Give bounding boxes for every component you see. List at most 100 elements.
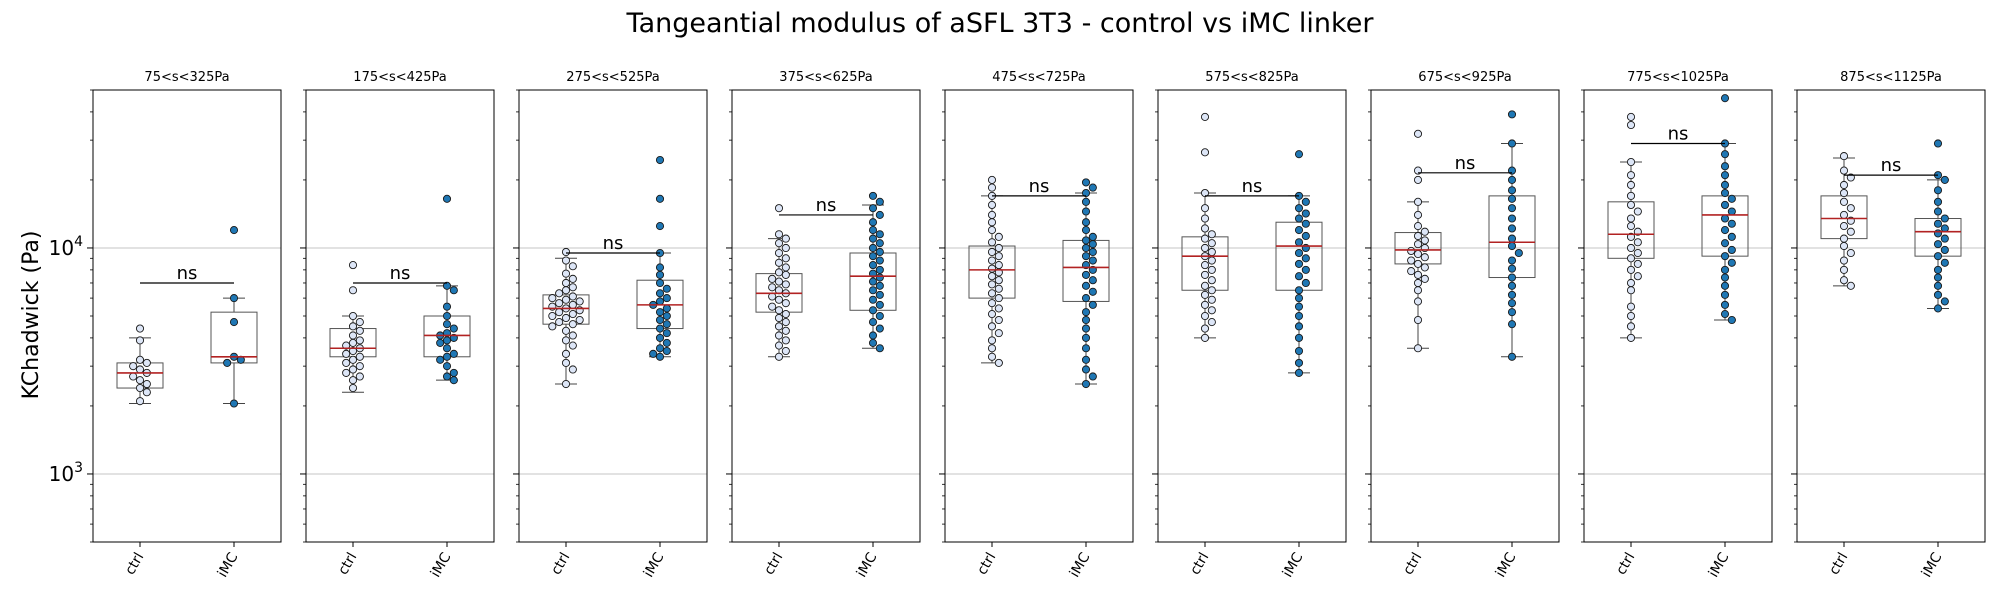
group-ctrl xyxy=(1820,152,1868,290)
data-point xyxy=(987,310,997,319)
data-point xyxy=(348,355,358,364)
data-point xyxy=(575,297,584,306)
data-point xyxy=(1200,300,1210,309)
data-point xyxy=(1301,254,1310,263)
data-point xyxy=(1081,243,1091,253)
data-point xyxy=(1933,186,1943,195)
data-point xyxy=(555,318,564,327)
group-ctrl xyxy=(968,175,1016,367)
data-point xyxy=(1626,191,1636,200)
data-point xyxy=(442,372,452,381)
data-point xyxy=(1933,290,1943,299)
panel-title: 775<s<1025Pa xyxy=(1627,70,1729,85)
data-point xyxy=(1720,273,1730,282)
data-point xyxy=(781,234,790,243)
data-point xyxy=(1301,209,1310,218)
significance-label: ns xyxy=(1881,155,1902,176)
data-point xyxy=(1507,204,1517,213)
data-point xyxy=(875,230,884,239)
panel-frame xyxy=(518,89,708,543)
data-point xyxy=(649,349,658,358)
panel-4: 375<s<625Pa ctrl iMC ns xyxy=(726,70,921,580)
data-point xyxy=(355,336,364,345)
group-ctrl xyxy=(1394,129,1442,353)
data-point xyxy=(875,281,884,290)
data-point xyxy=(1413,231,1423,241)
data-point xyxy=(1200,290,1210,299)
panel-5: 475<s<725Pa ctrl iMC ns xyxy=(939,70,1134,580)
data-point xyxy=(774,204,784,213)
data-point xyxy=(561,256,571,265)
data-point xyxy=(655,263,665,272)
data-point xyxy=(1088,287,1097,296)
data-point xyxy=(1407,256,1416,265)
data-point xyxy=(1207,295,1216,304)
data-point xyxy=(1507,139,1517,148)
group-ctrl xyxy=(116,324,164,406)
data-point xyxy=(1413,197,1423,206)
data-point xyxy=(1507,234,1517,243)
data-point xyxy=(1413,175,1423,184)
data-point xyxy=(1081,252,1091,261)
data-point xyxy=(1727,219,1736,228)
data-point xyxy=(1626,171,1636,180)
data-point xyxy=(662,304,671,313)
data-point xyxy=(1207,230,1216,239)
data-point xyxy=(555,299,564,308)
y-axis-label: KChadwick (Pa) xyxy=(19,231,44,400)
data-point xyxy=(555,289,564,298)
data-point xyxy=(561,336,571,345)
data-point xyxy=(1294,150,1304,159)
data-point xyxy=(1626,311,1636,321)
data-point xyxy=(868,286,878,295)
panel-title: 575<s<825Pa xyxy=(1205,70,1298,85)
data-point xyxy=(774,341,784,350)
data-point xyxy=(875,290,884,299)
data-point xyxy=(442,320,452,329)
data-point xyxy=(774,331,784,340)
data-point xyxy=(868,261,878,270)
data-point xyxy=(662,338,671,347)
data-point xyxy=(781,280,790,289)
data-point xyxy=(987,247,997,257)
data-point xyxy=(1413,286,1423,295)
data-point xyxy=(1294,248,1304,258)
data-point xyxy=(1200,333,1210,342)
data-point xyxy=(135,397,145,406)
data-point xyxy=(1626,254,1636,263)
data-point xyxy=(1207,256,1216,265)
data-point xyxy=(561,247,571,257)
data-point xyxy=(568,365,577,374)
x-tick-label: ctrl xyxy=(1613,550,1638,578)
group-iMC xyxy=(849,191,897,353)
data-point xyxy=(1200,270,1210,279)
data-point xyxy=(1207,306,1216,315)
group-iMC xyxy=(1701,94,1749,325)
data-point xyxy=(1294,322,1304,331)
data-point xyxy=(875,247,884,257)
data-point xyxy=(1200,243,1210,253)
data-point xyxy=(1626,180,1636,190)
x-tick-label: iMC xyxy=(641,550,668,580)
data-point xyxy=(1413,240,1423,249)
data-point xyxy=(348,261,358,270)
data-point xyxy=(1933,304,1943,313)
data-point xyxy=(568,283,577,292)
data-point xyxy=(1200,224,1210,233)
data-point xyxy=(655,333,665,342)
group-ctrl xyxy=(755,204,803,361)
data-point xyxy=(1294,226,1304,235)
data-point xyxy=(987,280,997,289)
data-point xyxy=(781,336,790,345)
data-point xyxy=(1507,320,1517,329)
panel-frame xyxy=(1370,89,1560,543)
data-point xyxy=(655,222,665,231)
data-point xyxy=(1294,333,1304,342)
x-tick-label: iMC xyxy=(854,550,881,580)
data-point xyxy=(223,358,232,367)
data-point xyxy=(868,331,878,340)
data-point xyxy=(1200,204,1210,213)
data-point xyxy=(875,239,884,248)
data-point xyxy=(1200,112,1210,121)
data-point xyxy=(655,315,665,325)
